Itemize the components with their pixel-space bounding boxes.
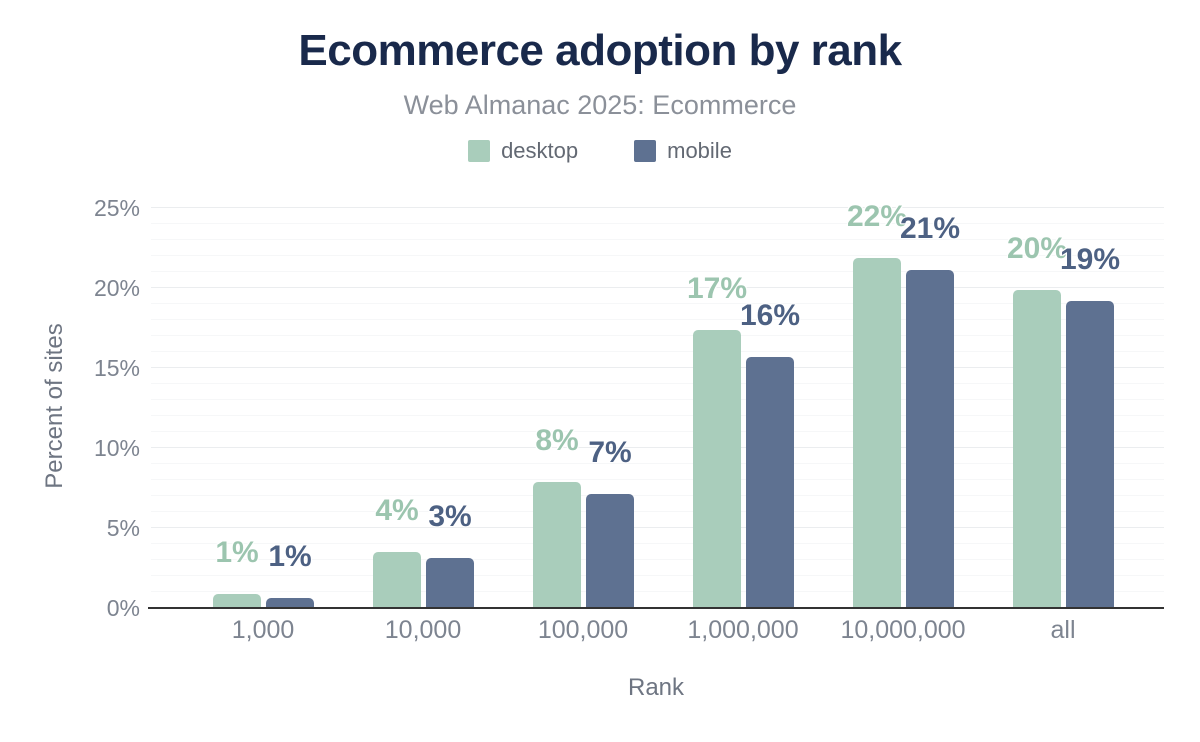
x-tick-label-10-000: 10,000 (384, 616, 462, 644)
bar-value-label-desktop-10-000: 4% (375, 494, 419, 527)
minor-gridline (151, 431, 1164, 432)
minor-gridline (151, 335, 1164, 336)
bar-value-label-mobile-10-000-000: 21% (899, 212, 961, 246)
x-tick-label-all: all (1050, 616, 1076, 644)
minor-gridline (151, 559, 1164, 560)
minor-gridline (151, 399, 1164, 400)
mobile-legend-label: mobile (667, 138, 732, 163)
minor-gridline (151, 255, 1164, 256)
minor-gridline (151, 591, 1164, 592)
bar-value-label-desktop-all: 20% (1006, 231, 1068, 265)
major-gridline (151, 207, 1164, 208)
bar-desktop-10-000[interactable] (373, 552, 421, 608)
x-axis-line (148, 607, 1164, 609)
minor-gridline (151, 303, 1164, 304)
legend-item-mobile: mobile (634, 138, 732, 164)
bar-value-label-mobile-1-000-000: 16% (739, 298, 801, 332)
y-tick-label-20: 20% (93, 275, 140, 301)
minor-gridline (151, 319, 1164, 320)
y-tick-label-25: 25% (93, 195, 140, 221)
x-tick-label-1-000: 1,000 (231, 616, 295, 644)
minor-gridline (151, 415, 1164, 416)
y-tick-label-15: 15% (93, 355, 140, 381)
bar-value-label-desktop-100-000: 8% (535, 423, 579, 457)
legend: desktop mobile (0, 138, 1200, 164)
bar-value-label-mobile-10-000: 3% (428, 500, 472, 534)
bar-desktop-100-000[interactable] (533, 481, 581, 608)
minor-gridline (151, 511, 1164, 512)
minor-gridline (151, 223, 1164, 224)
bar-desktop-1-000[interactable] (213, 593, 261, 608)
bar-mobile-all[interactable] (1066, 300, 1114, 608)
plot-area: 1% 4% 8% 17% 22% 20% 1% 3% 7% 16% 21% 19% (148, 201, 1164, 609)
chart-subtitle: Web Almanac 2025: Ecommerce (403, 90, 797, 120)
minor-gridline (151, 271, 1164, 272)
x-tick-label-1-000-000: 1,000,000 (687, 616, 799, 644)
bar-value-label-desktop-1-000-000: 17% (686, 271, 748, 305)
bar-value-label-desktop-1-000: 1% (215, 535, 259, 569)
chart-title: Ecommerce adoption by rank (298, 26, 902, 75)
y-tick-label-5: 5% (106, 515, 140, 541)
bar-value-label-mobile-100-000: 7% (588, 436, 632, 470)
y-axis-title: Percent of sites (41, 323, 68, 489)
bar-value-label-mobile-1-000: 1% (268, 540, 312, 574)
major-gridline (151, 287, 1164, 288)
bar-mobile-10-000-000[interactable] (906, 270, 954, 608)
major-gridline (151, 447, 1164, 448)
minor-gridline (151, 383, 1164, 384)
major-gridline (151, 527, 1164, 528)
mobile-legend-swatch (634, 140, 657, 162)
minor-gridline (151, 543, 1164, 544)
minor-gridline (151, 495, 1164, 496)
y-tick-label-10: 10% (93, 435, 140, 461)
bar-desktop-all[interactable] (1013, 289, 1061, 608)
desktop-legend-swatch (468, 140, 491, 162)
bar-mobile-10-000[interactable] (426, 558, 474, 608)
minor-gridline (151, 239, 1164, 240)
bar-mobile-1-000-000[interactable] (746, 356, 794, 608)
bar-desktop-1-000-000[interactable] (693, 329, 741, 608)
y-tick-label-0: 0% (106, 595, 140, 621)
bar-value-label-desktop-10-000-000: 22% (846, 199, 908, 233)
minor-gridline (151, 575, 1164, 576)
x-axis-title: Rank (627, 674, 685, 701)
minor-gridline (151, 479, 1164, 480)
minor-gridline (151, 351, 1164, 352)
legend-item-desktop: desktop (468, 138, 578, 164)
desktop-legend-label: desktop (501, 138, 579, 163)
bar-desktop-10-000-000[interactable] (853, 257, 901, 608)
minor-gridline (151, 463, 1164, 464)
x-tick-label-100-000: 100,000 (537, 616, 629, 644)
bar-value-label-mobile-all: 19% (1059, 242, 1121, 276)
major-gridline (151, 367, 1164, 368)
bar-mobile-1-000[interactable] (266, 598, 314, 608)
bar-mobile-100-000[interactable] (586, 494, 634, 608)
x-tick-label-10-000-000: 10,000,000 (840, 616, 966, 644)
